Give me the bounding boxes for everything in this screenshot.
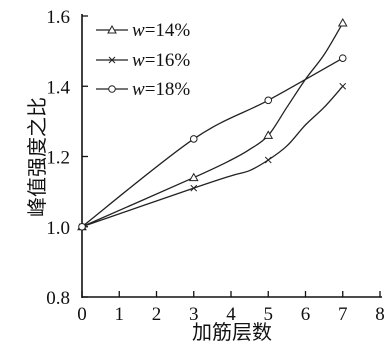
series-line-0: [81, 22, 344, 228]
legend-variable: w: [132, 79, 145, 100]
x-tick-label: 8: [375, 304, 385, 325]
x-tick-label: 5: [264, 304, 274, 325]
series-line-1: [81, 85, 344, 228]
data-point-stroke-b: [190, 184, 198, 192]
legend-marker: [108, 85, 116, 93]
ticks-layer: 0 1 2 3 4 5 6 7 8 0.8 1.0 1.2 1.4 1.6: [46, 7, 385, 325]
x-tick-label: 0: [77, 304, 87, 325]
x-tick-label: 6: [301, 304, 311, 325]
data-point: [190, 184, 198, 192]
y-tick-label: 1.2: [46, 148, 70, 169]
x-axis-title: 加筋层数: [192, 320, 272, 344]
series-line-2: [81, 57, 344, 228]
y-tick-label: 1.4: [46, 77, 70, 98]
data-point: [78, 222, 86, 231]
legend-value: =18%: [145, 79, 191, 100]
legend-variable: w: [132, 20, 145, 41]
data-point: [188, 172, 199, 182]
legend-variable: w: [132, 50, 145, 71]
data-point: [338, 54, 347, 62]
data-point-stroke-b: [339, 82, 347, 90]
data-point: [337, 18, 348, 27]
y-tick-label: 1.6: [46, 7, 70, 28]
data-point: [189, 135, 198, 143]
data-point: [264, 96, 273, 105]
x-tick-label: 1: [115, 304, 125, 325]
x-tick-label: 3: [189, 304, 199, 325]
legend-label: w=16%: [132, 50, 190, 71]
series-layer: [77, 18, 348, 231]
y-axis-title: 峰值强度之比: [25, 97, 49, 217]
data-point: [339, 82, 347, 90]
x-tick-label: 2: [152, 304, 162, 325]
y-tick-label: 1.0: [46, 218, 70, 239]
data-point: [264, 156, 272, 164]
legend-marker: [107, 24, 117, 34]
y-tick-label: 0.8: [46, 288, 70, 309]
legend-label: w=18%: [132, 79, 190, 100]
legend-label: w=14%: [132, 20, 190, 41]
legend-value: =14%: [145, 20, 191, 41]
x-tick-label: 4: [226, 304, 236, 325]
legend: w=14%w=16%w=18%: [96, 20, 190, 100]
data-point-stroke-b: [264, 156, 272, 164]
legend-marker-stroke-b: [108, 56, 116, 64]
x-tick-label: 7: [338, 304, 348, 325]
legend-value: =16%: [145, 50, 191, 71]
legend-marker: [108, 56, 116, 64]
data-point: [263, 130, 274, 139]
